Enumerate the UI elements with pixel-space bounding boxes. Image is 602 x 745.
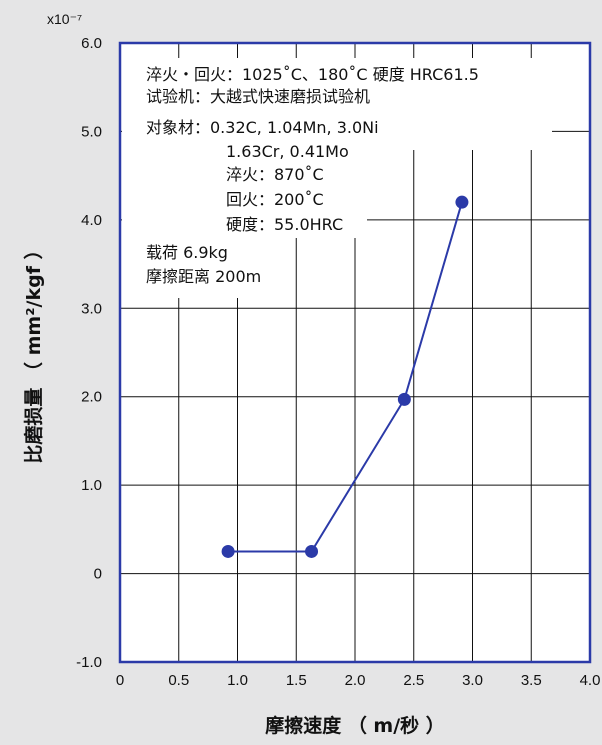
x-tick-label: 0 [116,672,124,689]
y-tick-label: -1.0 [76,654,102,671]
annotation-line: 硬度：55.0HRC [226,215,343,234]
data-point [397,392,411,406]
y-multiplier: x10⁻⁷ [47,11,82,27]
data-point [455,195,469,209]
x-tick-label: 3.5 [521,672,542,689]
series-line [228,201,463,553]
annotation-background [122,58,552,298]
y-tick-label: 3.0 [81,300,102,317]
annotation-line: 试验机：大越式快速磨损试验机 [146,87,370,106]
y-tick-label: 1.0 [81,477,102,494]
annotation-box [122,238,284,298]
x-tick-label: 2.5 [403,672,424,689]
data-point [305,544,319,558]
annotation-line: 对象材：0.32C, 1.04Mn, 3.0Ni [146,118,379,137]
annotation-box [122,150,367,238]
annotation-line: 淬火：870˚C [226,165,324,184]
x-tick-label: 4.0 [580,672,601,689]
x-tick-labels: 0 0.5 1.0 1.5 2.0 2.5 3.0 3.5 4.0 [116,672,601,689]
annotation-line: 淬火・回火：1025˚C、180˚C 硬度 HRC61.5 [146,65,479,84]
annotation-line: 1.63Cr, 0.41Mo [226,142,349,161]
plot-frame [118,41,592,664]
y-tick-label: 0 [94,566,102,583]
y-tick-label: 6.0 [81,35,102,52]
y-tick-label: 2.0 [81,389,102,406]
x-tick-label: 1.5 [286,672,307,689]
x-tick-label: 2.0 [345,672,366,689]
annotation-box [122,58,552,150]
annotation-line: 摩擦距离 200m [146,267,261,286]
y-tick-labels: -1.0 0 1.0 2.0 3.0 4.0 5.0 6.0 [76,35,102,671]
series-wear-rate [221,195,469,558]
x-tick-label: 1.0 [227,672,248,689]
y-tick-label: 4.0 [81,212,102,229]
annotation-line: 回火：200˚C [226,190,324,209]
y-tick-label: 5.0 [81,123,102,140]
annotation-line: 载荷 6.9kg [146,243,228,262]
data-point [221,544,235,558]
x-tick-label: 0.5 [168,672,189,689]
y-axis-label: 比磨损量 （ mm²/kgf ） [22,240,45,463]
x-tick-label: 3.0 [462,672,483,689]
x-axis-label: 摩擦速度 （ m/秒 ） [265,714,445,737]
annotations: 淬火・回火：1025˚C、180˚C 硬度 HRC61.5 试验机：大越式快速磨损… [146,65,479,286]
